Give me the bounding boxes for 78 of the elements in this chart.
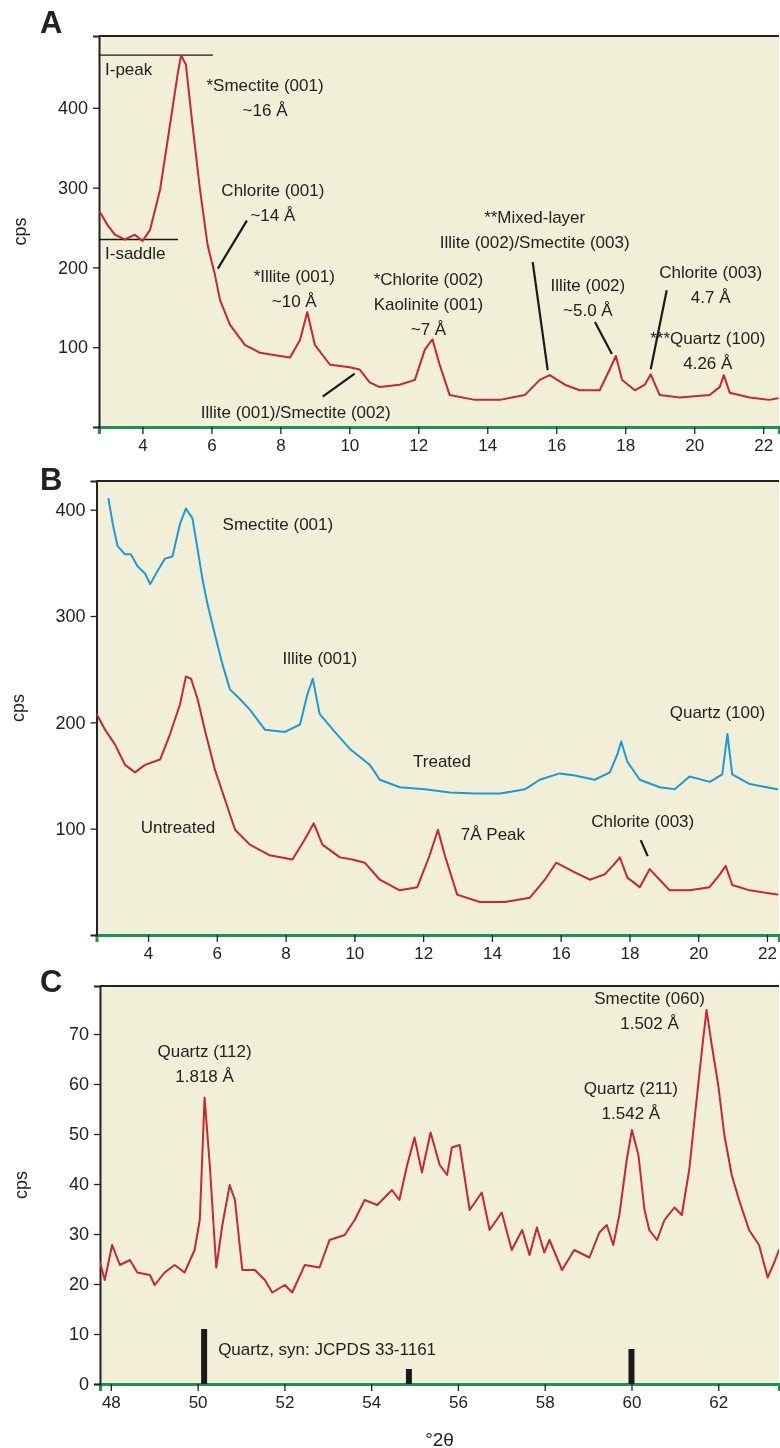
- series-label: Treated: [413, 752, 471, 771]
- annotation: 7Å Peak: [460, 824, 526, 844]
- chart-title: B: [40, 462, 63, 497]
- x-tick-label: 56: [448, 1393, 468, 1413]
- x-tick-label: 50: [188, 1393, 208, 1413]
- x-tick-label: 10: [345, 944, 365, 964]
- series-label: Quartz, syn: JCPDS 33-1161: [218, 1340, 437, 1359]
- x-tick-label: 14: [478, 436, 498, 456]
- y-tick-label: 60: [68, 1074, 89, 1095]
- annotation: Smectite (001): [222, 514, 334, 534]
- y-tick-label: 200: [55, 712, 86, 733]
- x-tick-label: 20: [689, 944, 709, 964]
- y-tick-label: 400: [57, 98, 88, 119]
- line-series: [96, 675, 779, 904]
- y-tick-label: 20: [68, 1274, 89, 1295]
- x-tick-label: 12: [414, 944, 434, 964]
- x-axis-title: °2θ: [425, 1429, 454, 1448]
- x-tick-label: 6: [207, 436, 217, 456]
- annotation: Quartz (112) 1.818 Å: [157, 1041, 252, 1086]
- annotation: *Illite (001) ~10 Å: [253, 267, 335, 312]
- line-series: [107, 498, 779, 795]
- annotation: *Smectite (001) ~16 Å: [206, 76, 324, 121]
- y-tick-label: 300: [55, 606, 86, 627]
- annotation: Illite (001)/Smectite (002): [200, 402, 391, 422]
- x-tick-label: 22: [754, 436, 774, 456]
- y-tick-label: 200: [57, 257, 88, 278]
- bar: [201, 1329, 208, 1384]
- chart-title: C: [40, 964, 63, 999]
- line-series: [100, 1009, 779, 1294]
- y-tick-label: 100: [57, 337, 88, 358]
- x-tick-label: 4: [138, 436, 148, 456]
- annotation: *Chlorite (002) Kaolinite (001) ~7 Å: [373, 270, 484, 340]
- x-tick-label: 14: [482, 944, 502, 964]
- chart-title: A: [40, 5, 63, 40]
- x-tick-label: 6: [212, 944, 223, 964]
- x-tick-label: 10: [340, 436, 360, 456]
- annotation: Chlorite (003) 4.7 Å: [659, 263, 763, 308]
- y-axis-title: cps: [7, 693, 28, 723]
- annotation: Chlorite (001) ~14 Å: [221, 180, 325, 225]
- y-axis-title: cps: [11, 1170, 31, 1200]
- y-tick-label: 100: [55, 818, 86, 839]
- x-tick-label: 58: [535, 1393, 555, 1413]
- x-tick-label: 4: [143, 944, 154, 964]
- y-tick-label: 0: [78, 1374, 89, 1395]
- x-tick-label: 18: [620, 944, 640, 964]
- x-tick-label: 48: [101, 1393, 121, 1413]
- annotation: Quartz (211) 1.542 Å: [583, 1079, 679, 1123]
- line-series: [99, 54, 779, 401]
- x-tick-label: 16: [547, 436, 567, 456]
- ref-line-label: I-peak: [105, 60, 153, 80]
- annotation: Chlorite (003): [591, 812, 695, 832]
- annotation: Illite (001): [282, 648, 358, 668]
- x-tick-label: 8: [276, 436, 286, 456]
- y-tick-label: 30: [68, 1224, 89, 1245]
- x-tick-label: 8: [281, 944, 291, 964]
- x-tick-label: 22: [758, 944, 777, 964]
- x-tick-label: 62: [709, 1393, 729, 1413]
- x-tick-label: 52: [275, 1393, 295, 1413]
- annotation: **Mixed-layer Illite (002)/Smectite (003): [439, 208, 630, 253]
- annotation: Quartz (100): [669, 703, 766, 723]
- x-tick-label: 54: [362, 1393, 382, 1413]
- x-tick-label: 60: [622, 1393, 642, 1413]
- y-tick-label: 50: [68, 1124, 89, 1145]
- x-tick-label: 20: [685, 436, 705, 456]
- x-tick-label: 18: [616, 436, 636, 456]
- y-tick-label: 400: [55, 499, 86, 520]
- y-tick-label: 300: [57, 177, 88, 198]
- annotation: Smectite (060) 1.502 Å: [594, 989, 705, 1033]
- y-tick-label: 40: [68, 1174, 89, 1195]
- y-tick-label: 70: [68, 1024, 89, 1045]
- ref-line-label: I-saddle: [105, 244, 166, 264]
- series-label: Untreated: [140, 818, 216, 837]
- x-tick-label: 16: [551, 944, 571, 964]
- y-tick-label: 10: [68, 1324, 89, 1345]
- annotation: Illite (002) ~5.0 Å: [550, 275, 626, 320]
- y-axis-title: cps: [10, 217, 30, 246]
- bar: [405, 1369, 412, 1384]
- x-tick-label: 12: [409, 436, 429, 456]
